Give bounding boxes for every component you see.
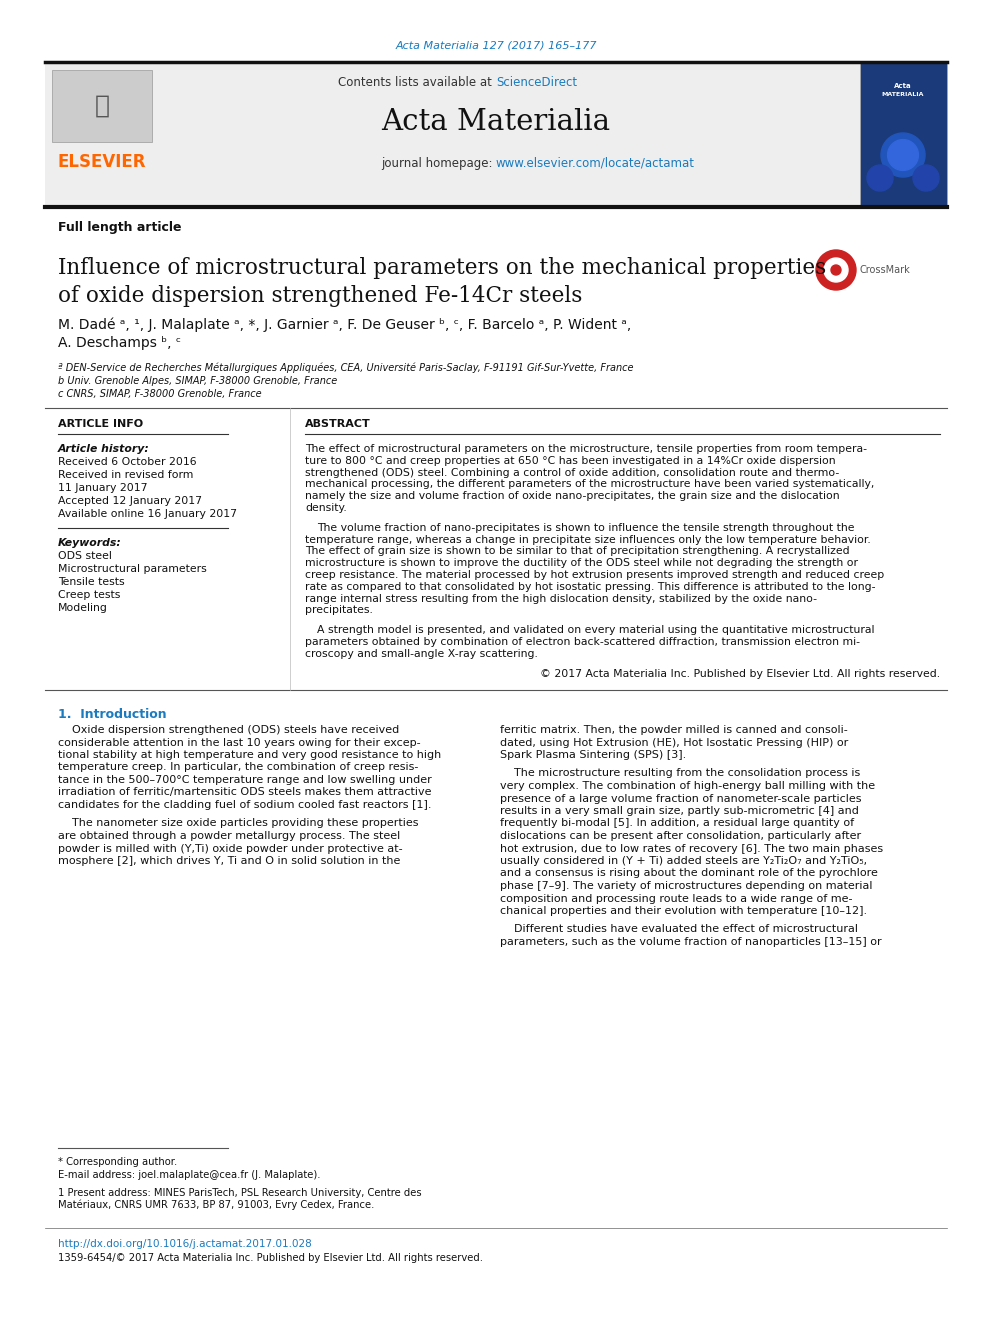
Text: A. Deschamps ᵇ, ᶜ: A. Deschamps ᵇ, ᶜ (58, 336, 181, 351)
Text: c CNRS, SIMAP, F-38000 Grenoble, France: c CNRS, SIMAP, F-38000 Grenoble, France (58, 389, 262, 400)
Text: Tensile tests: Tensile tests (58, 577, 125, 587)
Text: ª DEN-Service de Recherches Métallurgiques Appliquées, CEA, Université Paris-Sac: ª DEN-Service de Recherches Métallurgiqu… (58, 363, 634, 373)
FancyBboxPatch shape (860, 64, 947, 205)
Text: Influence of microstructural parameters on the mechanical properties: Influence of microstructural parameters … (58, 257, 826, 279)
Text: Available online 16 January 2017: Available online 16 January 2017 (58, 509, 237, 519)
Polygon shape (881, 134, 925, 177)
Text: candidates for the cladding fuel of sodium cooled fast reactors [1].: candidates for the cladding fuel of sodi… (58, 800, 432, 810)
Text: ODS steel: ODS steel (58, 550, 112, 561)
Text: mosphere [2], which drives Y, Ti and O in solid solution in the: mosphere [2], which drives Y, Ti and O i… (58, 856, 401, 867)
Text: E-mail address: joel.malaplate@cea.fr (J. Malaplate).: E-mail address: joel.malaplate@cea.fr (J… (58, 1170, 320, 1180)
Polygon shape (913, 165, 939, 191)
Text: journal homepage:: journal homepage: (381, 156, 496, 169)
Text: A strength model is presented, and validated on every material using the quantit: A strength model is presented, and valid… (317, 626, 875, 635)
Text: Article history:: Article history: (58, 445, 150, 454)
Text: strengthened (ODS) steel. Combining a control of oxide addition, consolidation r: strengthened (ODS) steel. Combining a co… (305, 467, 839, 478)
Text: Received in revised form: Received in revised form (58, 470, 193, 480)
Text: rate as compared to that consolidated by hot isostatic pressing. This difference: rate as compared to that consolidated by… (305, 582, 876, 591)
Text: 🌲: 🌲 (94, 94, 109, 118)
Text: croscopy and small-angle X-ray scattering.: croscopy and small-angle X-ray scatterin… (305, 648, 538, 659)
Text: temperature creep. In particular, the combination of creep resis-: temperature creep. In particular, the co… (58, 762, 419, 773)
Text: ture to 800 °C and creep properties at 650 °C has been investigated in a 14%Cr o: ture to 800 °C and creep properties at 6… (305, 456, 835, 466)
Text: Acta: Acta (894, 83, 912, 89)
Text: The nanometer size oxide particles providing these properties: The nanometer size oxide particles provi… (72, 819, 419, 828)
Text: density.: density. (305, 503, 347, 513)
Text: The effect of grain size is shown to be similar to that of precipitation strengt: The effect of grain size is shown to be … (305, 546, 849, 557)
Text: ELSEVIER: ELSEVIER (58, 153, 146, 171)
Text: 1.  Introduction: 1. Introduction (58, 708, 167, 721)
Text: Creep tests: Creep tests (58, 590, 120, 601)
Text: range internal stress resulting from the high dislocation density, stabilized by: range internal stress resulting from the… (305, 594, 817, 603)
Text: Accepted 12 January 2017: Accepted 12 January 2017 (58, 496, 202, 505)
Text: mechanical processing, the different parameters of the microstructure have been : mechanical processing, the different par… (305, 479, 874, 490)
Text: are obtained through a powder metallurgy process. The steel: are obtained through a powder metallurgy… (58, 831, 400, 841)
Text: Acta Materialia: Acta Materialia (382, 108, 610, 136)
Text: 11 January 2017: 11 January 2017 (58, 483, 148, 493)
Text: Different studies have evaluated the effect of microstructural: Different studies have evaluated the eff… (514, 925, 858, 934)
Text: * Corresponding author.: * Corresponding author. (58, 1158, 178, 1167)
Text: parameters, such as the volume fraction of nanoparticles [13–15] or: parameters, such as the volume fraction … (500, 937, 882, 947)
Text: very complex. The combination of high-energy ball milling with the: very complex. The combination of high-en… (500, 781, 875, 791)
Text: Received 6 October 2016: Received 6 October 2016 (58, 456, 196, 467)
Text: © 2017 Acta Materialia Inc. Published by Elsevier Ltd. All rights reserved.: © 2017 Acta Materialia Inc. Published by… (540, 668, 940, 679)
Text: Keywords:: Keywords: (58, 538, 122, 548)
FancyBboxPatch shape (45, 64, 947, 205)
Text: MATERIALIA: MATERIALIA (882, 91, 925, 97)
Text: Spark Plasma Sintering (SPS) [3].: Spark Plasma Sintering (SPS) [3]. (500, 750, 686, 759)
Text: tance in the 500–700°C temperature range and low swelling under: tance in the 500–700°C temperature range… (58, 775, 432, 785)
Text: namely the size and volume fraction of oxide nano-precipitates, the grain size a: namely the size and volume fraction of o… (305, 491, 839, 501)
Text: Microstructural parameters: Microstructural parameters (58, 564, 206, 574)
Text: The effect of microstructural parameters on the microstructure, tensile properti: The effect of microstructural parameters… (305, 445, 867, 454)
Text: presence of a large volume fraction of nanometer-scale particles: presence of a large volume fraction of n… (500, 794, 861, 803)
Text: Contents lists available at: Contents lists available at (338, 77, 496, 90)
Text: Acta Materialia 127 (2017) 165–177: Acta Materialia 127 (2017) 165–177 (395, 41, 597, 52)
Text: www.elsevier.com/locate/actamat: www.elsevier.com/locate/actamat (496, 156, 695, 169)
Text: The microstructure resulting from the consolidation process is: The microstructure resulting from the co… (514, 769, 860, 778)
Text: Modeling: Modeling (58, 603, 108, 613)
Circle shape (816, 250, 856, 290)
Text: irradiation of ferritic/martensitic ODS steels makes them attractive: irradiation of ferritic/martensitic ODS … (58, 787, 432, 798)
Text: tional stability at high temperature and very good resistance to high: tional stability at high temperature and… (58, 750, 441, 759)
Text: microstructure is shown to improve the ductility of the ODS steel while not degr: microstructure is shown to improve the d… (305, 558, 858, 568)
Text: considerable attention in the last 10 years owing for their excep-: considerable attention in the last 10 ye… (58, 737, 421, 747)
Text: dated, using Hot Extrusion (HE), Hot Isostatic Pressing (HIP) or: dated, using Hot Extrusion (HE), Hot Iso… (500, 737, 848, 747)
Text: 1359-6454/© 2017 Acta Materialia Inc. Published by Elsevier Ltd. All rights rese: 1359-6454/© 2017 Acta Materialia Inc. Pu… (58, 1253, 483, 1263)
Text: dislocations can be present after consolidation, particularly after: dislocations can be present after consol… (500, 831, 861, 841)
Text: chanical properties and their evolution with temperature [10–12].: chanical properties and their evolution … (500, 906, 867, 916)
Text: frequently bi-modal [5]. In addition, a residual large quantity of: frequently bi-modal [5]. In addition, a … (500, 819, 854, 828)
Text: precipitates.: precipitates. (305, 606, 373, 615)
Text: powder is milled with (Y,Ti) oxide powder under protective at-: powder is milled with (Y,Ti) oxide powde… (58, 844, 403, 853)
Text: of oxide dispersion strengthened Fe-14Cr steels: of oxide dispersion strengthened Fe-14Cr… (58, 284, 582, 307)
Text: and a consensus is rising about the dominant role of the pyrochlore: and a consensus is rising about the domi… (500, 868, 878, 878)
Polygon shape (888, 140, 919, 171)
Text: ARTICLE INFO: ARTICLE INFO (58, 419, 143, 429)
Text: creep resistance. The material processed by hot extrusion presents improved stre: creep resistance. The material processed… (305, 570, 884, 579)
Text: ferritic matrix. Then, the powder milled is canned and consoli-: ferritic matrix. Then, the powder milled… (500, 725, 848, 736)
Text: composition and processing route leads to a wide range of me-: composition and processing route leads t… (500, 893, 852, 904)
Text: hot extrusion, due to low rates of recovery [6]. The two main phases: hot extrusion, due to low rates of recov… (500, 844, 883, 853)
FancyBboxPatch shape (52, 70, 152, 142)
Text: M. Dadé ᵃ, ¹, J. Malaplate ᵃ, *, J. Garnier ᵃ, F. De Geuser ᵇ, ᶜ, F. Barcelo ᵃ, : M. Dadé ᵃ, ¹, J. Malaplate ᵃ, *, J. Garn… (58, 318, 631, 332)
Text: temperature range, whereas a change in precipitate size influences only the low : temperature range, whereas a change in p… (305, 534, 871, 545)
Text: Oxide dispersion strengthened (ODS) steels have received: Oxide dispersion strengthened (ODS) stee… (72, 725, 399, 736)
Text: http://dx.doi.org/10.1016/j.actamat.2017.01.028: http://dx.doi.org/10.1016/j.actamat.2017… (58, 1240, 311, 1249)
Text: ABSTRACT: ABSTRACT (305, 419, 371, 429)
Circle shape (824, 258, 848, 282)
Text: Matériaux, CNRS UMR 7633, BP 87, 91003, Evry Cedex, France.: Matériaux, CNRS UMR 7633, BP 87, 91003, … (58, 1200, 374, 1211)
Circle shape (831, 265, 841, 275)
Text: phase [7–9]. The variety of microstructures depending on material: phase [7–9]. The variety of microstructu… (500, 881, 873, 890)
Text: parameters obtained by combination of electron back-scattered diffraction, trans: parameters obtained by combination of el… (305, 636, 860, 647)
Text: Full length article: Full length article (58, 221, 182, 234)
Polygon shape (867, 165, 893, 191)
Text: CrossMark: CrossMark (860, 265, 911, 275)
Text: ScienceDirect: ScienceDirect (496, 77, 577, 90)
Text: 1 Present address: MINES ParisTech, PSL Research University, Centre des: 1 Present address: MINES ParisTech, PSL … (58, 1188, 422, 1199)
Text: results in a very small grain size, partly sub-micrometric [4] and: results in a very small grain size, part… (500, 806, 859, 816)
Text: The volume fraction of nano-precipitates is shown to influence the tensile stren: The volume fraction of nano-precipitates… (317, 523, 854, 533)
Text: b Univ. Grenoble Alpes, SIMAP, F-38000 Grenoble, France: b Univ. Grenoble Alpes, SIMAP, F-38000 G… (58, 376, 337, 386)
Text: usually considered in (Y + Ti) added steels are Y₂Ti₂O₇ and Y₂TiO₅,: usually considered in (Y + Ti) added ste… (500, 856, 867, 867)
